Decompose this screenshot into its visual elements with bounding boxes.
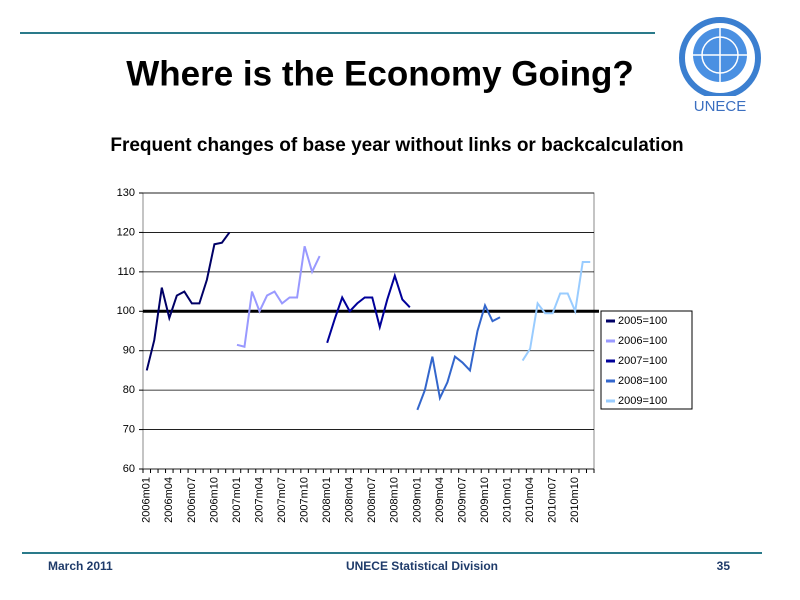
y-tick-label: 80 — [123, 384, 135, 396]
x-tick-label: 2006m07 — [186, 477, 198, 523]
y-tick-label: 70 — [123, 423, 135, 435]
legend-label: 2007=100 — [618, 355, 667, 367]
x-tick-label: 2008m07 — [366, 477, 378, 523]
y-tick-label: 130 — [117, 187, 135, 199]
legend-label: 2009=100 — [618, 395, 667, 407]
x-tick-label: 2006m04 — [163, 477, 175, 523]
x-tick-label: 2008m01 — [321, 477, 333, 523]
logo-text: UNECE — [694, 98, 747, 115]
x-tick-label: 2010m04 — [524, 477, 536, 523]
chart-title: Frequent changes of base year without li… — [110, 135, 683, 156]
x-tick-label: 2009m04 — [434, 477, 446, 523]
plot-area — [142, 192, 595, 470]
series-line — [236, 245, 321, 349]
footer-org: UNECE Statistical Division — [346, 559, 498, 573]
y-tick-label: 60 — [123, 463, 135, 475]
x-tick-label: 2007m10 — [299, 477, 311, 523]
x-tick-label: 2009m10 — [479, 477, 491, 523]
y-tick-label: 120 — [117, 226, 135, 238]
x-tick-label: 2010m01 — [501, 477, 513, 523]
series-line — [416, 302, 501, 411]
footer-page: 35 — [717, 559, 731, 573]
series-line — [521, 261, 591, 362]
x-tick-label: 2006m10 — [208, 477, 220, 523]
legend-label: 2008=100 — [618, 375, 667, 387]
x-tick-label: 2009m01 — [411, 477, 423, 523]
footer-date: March 2011 — [48, 559, 113, 573]
legend-label: 2006=100 — [618, 335, 667, 347]
un-logo — [679, 17, 761, 116]
series-line — [326, 272, 411, 344]
series-line — [145, 231, 231, 371]
y-tick-label: 100 — [117, 305, 135, 317]
x-tick-label: 2008m04 — [344, 477, 356, 523]
x-tick-label: 2006m01 — [141, 477, 153, 523]
x-tick-label: 2010m10 — [569, 477, 581, 523]
x-tick-label: 2007m07 — [276, 477, 288, 523]
x-tick-label: 2008m10 — [389, 477, 401, 523]
x-tick-label: 2010m07 — [547, 477, 559, 523]
slide-title: Where is the Economy Going? — [126, 54, 634, 93]
y-tick-label: 110 — [117, 266, 135, 278]
x-tick-label: 2009m07 — [456, 477, 468, 523]
x-tick-label: 2007m01 — [231, 477, 243, 523]
y-tick-label: 90 — [123, 345, 135, 357]
legend-box — [600, 310, 693, 410]
legend-label: 2005=100 — [618, 315, 667, 327]
x-tick-label: 2007m04 — [253, 477, 265, 523]
